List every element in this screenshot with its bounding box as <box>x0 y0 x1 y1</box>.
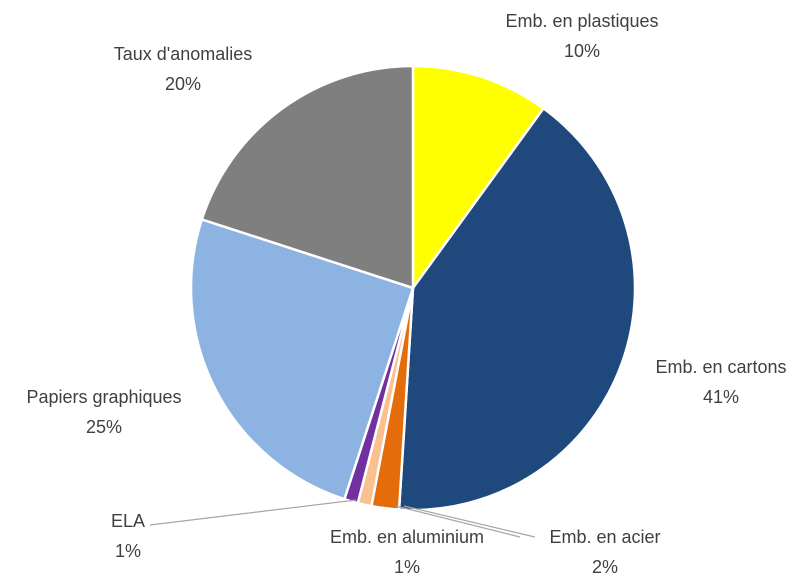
data-label-value: 1% <box>115 541 141 561</box>
leader-line <box>395 505 521 538</box>
pie-slice <box>189 217 415 501</box>
leader-line <box>149 499 357 526</box>
data-label-name: Emb. en cartons <box>655 357 786 377</box>
data-label-name: ELA <box>111 511 145 531</box>
data-label-value: 1% <box>394 557 420 573</box>
pie-slice <box>397 106 637 512</box>
data-label-name: Taux d'anomalies <box>114 44 253 64</box>
data-label-value: 10% <box>564 41 600 61</box>
data-label-name: Papiers graphiques <box>26 387 181 407</box>
leader-line <box>403 505 536 538</box>
data-label-name: Emb. en acier <box>549 527 660 547</box>
data-label-value: 25% <box>86 417 122 437</box>
data-label-name: Emb. en aluminium <box>330 527 484 547</box>
data-label-name: Emb. en plastiques <box>505 11 658 31</box>
data-label-value: 41% <box>703 387 739 407</box>
pie-slice <box>411 64 546 292</box>
pie-slice <box>200 64 415 290</box>
data-label-value: 20% <box>165 74 201 94</box>
data-label-value: 2% <box>592 557 618 573</box>
